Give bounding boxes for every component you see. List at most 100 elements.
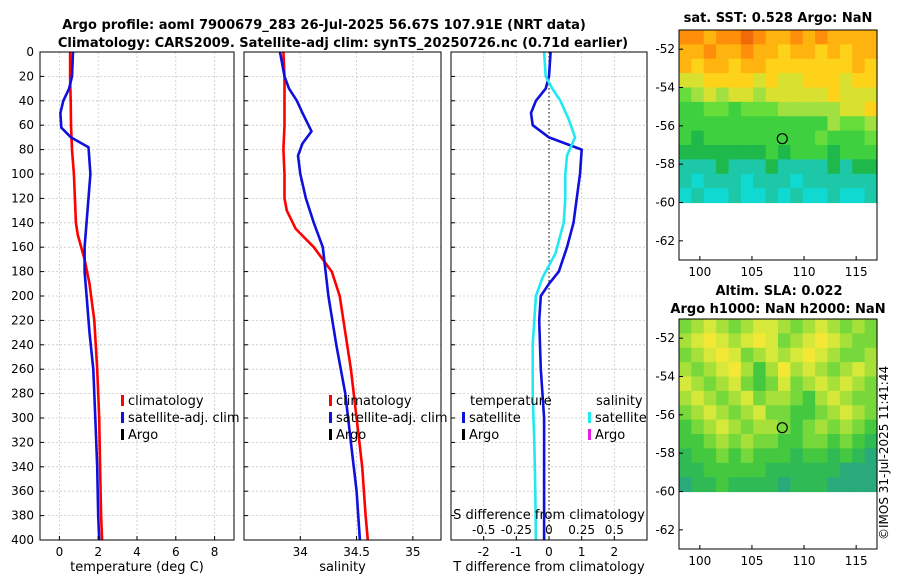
heatmap-cell	[815, 44, 829, 60]
heatmap-cell	[679, 130, 692, 146]
sla-map-title-line1: Altim. SLA: 0.022	[716, 284, 843, 299]
heatmap-cell	[691, 30, 705, 45]
legend-label: satellite	[469, 411, 521, 426]
heatmap-cell	[864, 44, 878, 60]
heatmap-cell	[815, 405, 829, 421]
top-x-tick-label: 0	[545, 523, 553, 537]
heatmap-cell	[703, 405, 717, 421]
heatmap-cell	[815, 188, 829, 204]
heatmap-cell	[740, 87, 754, 103]
heatmap-cell	[728, 448, 742, 464]
heatmap-cell	[679, 477, 692, 493]
heatmap-cell	[778, 188, 791, 204]
heatmap-cell	[839, 130, 853, 146]
map-x-tick-label: 100	[688, 554, 711, 568]
heatmap-cell	[716, 405, 730, 421]
heatmap-cell	[716, 376, 730, 392]
y-tick-label: 20	[19, 69, 34, 83]
map-x-tick-label: 105	[740, 554, 763, 568]
heatmap-cell	[852, 101, 866, 117]
y-tick-label: 120	[11, 191, 34, 205]
heatmap-cell	[815, 477, 829, 493]
legend-label: satellite-adj. clim	[336, 411, 448, 426]
y-tick-label: 300	[11, 411, 34, 425]
heatmap-cell	[765, 44, 779, 60]
heatmap-cell	[740, 130, 754, 146]
heatmap-cell	[728, 319, 742, 334]
heatmap-cell	[703, 44, 717, 60]
heatmap-cell	[839, 448, 853, 464]
heatmap-cell	[827, 188, 841, 204]
heatmap-cell	[864, 101, 878, 117]
y-tick-label: 240	[11, 338, 34, 352]
heatmap-cell	[790, 73, 804, 89]
heatmap-cell	[790, 101, 804, 117]
heatmap-cell	[839, 44, 853, 60]
x-tick-label: 2	[94, 545, 102, 559]
heatmap-cell	[839, 362, 853, 378]
heatmap-cell	[815, 159, 829, 175]
heatmap-cell	[716, 362, 730, 378]
heatmap-cell	[839, 87, 853, 103]
map-y-tick-label: -58	[655, 446, 675, 460]
heatmap-cell	[790, 477, 804, 493]
top-x-tick-label: 0.25	[568, 523, 595, 537]
heatmap-cell	[691, 333, 705, 349]
heatmap-cell	[852, 390, 866, 406]
heatmap-cell	[839, 188, 853, 204]
heatmap-cell	[778, 333, 791, 349]
y-tick-label: 100	[11, 167, 34, 181]
y-tick-label: 340	[11, 460, 34, 474]
y-tick-label: 180	[11, 265, 34, 279]
heatmap-cell	[753, 173, 767, 189]
heatmap-cell	[778, 405, 791, 421]
heatmap-cell	[790, 390, 804, 406]
heatmap-cell	[802, 130, 816, 146]
map-y-tick-label: -54	[655, 81, 675, 95]
heatmap-cell	[815, 173, 829, 189]
heatmap-cell	[753, 462, 767, 478]
heatmap-cell	[778, 145, 791, 160]
heatmap-cell	[740, 434, 754, 449]
heatmap-cell	[703, 448, 717, 464]
x-axis-label: T difference from climatology	[452, 560, 645, 575]
heatmap-cell	[802, 448, 816, 464]
heatmap-cell	[790, 434, 804, 449]
heatmap-cell	[740, 448, 754, 464]
heatmap-cell	[753, 477, 767, 493]
heatmap-cell	[839, 30, 853, 45]
heatmap-cell	[802, 145, 816, 160]
heatmap-cell	[753, 362, 767, 378]
y-tick-label: 0	[26, 45, 34, 59]
map-y-tick-label: -62	[655, 234, 675, 248]
heatmap-cell	[790, 419, 804, 435]
heatmap-cell	[790, 347, 804, 363]
heatmap-cell	[703, 188, 717, 204]
heatmap-cell	[691, 448, 705, 464]
heatmap-cell	[740, 44, 754, 60]
argo-float-marker	[776, 133, 788, 145]
heatmap-cell	[778, 73, 791, 89]
heatmap-cell	[802, 73, 816, 89]
heatmap-cell	[679, 448, 692, 464]
heatmap-cell	[852, 419, 866, 435]
heatmap-cell	[827, 116, 841, 132]
heatmap-cell	[839, 173, 853, 189]
x-tick-label: 0	[56, 545, 64, 559]
heatmap-cell	[703, 101, 717, 117]
heatmap-cell	[852, 30, 866, 45]
heatmap-cell	[703, 87, 717, 103]
heatmap-cell	[864, 434, 878, 449]
heatmap-cell	[790, 188, 804, 204]
heatmap-cell	[815, 116, 829, 132]
heatmap-cell	[740, 319, 754, 334]
heatmap-cell	[778, 58, 791, 74]
heatmap-cell	[679, 44, 692, 60]
heatmap-cell	[815, 87, 829, 103]
heatmap-cell	[753, 405, 767, 421]
heatmap-cell	[703, 434, 717, 449]
heatmap-cell	[815, 145, 829, 160]
heatmap-cell	[703, 116, 717, 132]
heatmap-cell	[691, 319, 705, 334]
top-x-tick-label: 0.5	[605, 523, 624, 537]
